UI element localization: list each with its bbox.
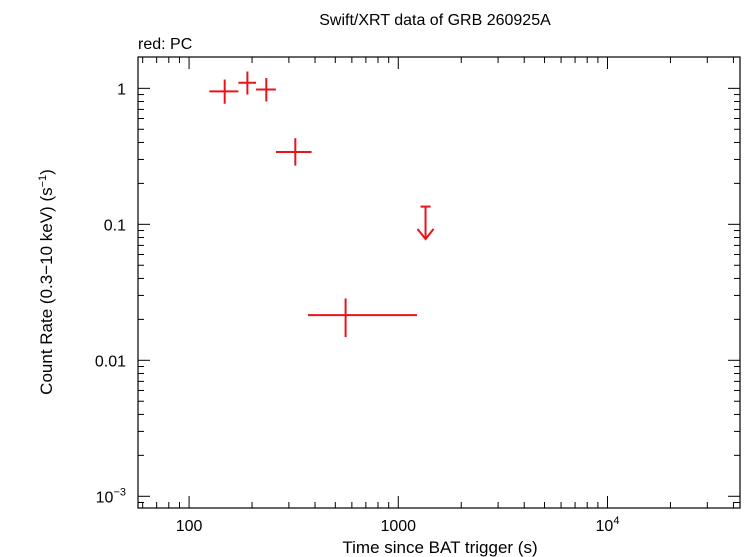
- upper-limit-arrowhead: [416, 228, 435, 241]
- x-tick-label: 100: [176, 518, 203, 535]
- upper-limit: [416, 205, 435, 241]
- tick-labels: 100 1000 104 1 0.1 0.01 10−3: [95, 81, 620, 535]
- data-point: [238, 71, 257, 95]
- y-tick-label: 1: [117, 81, 126, 98]
- y-tick-label: 0.1: [104, 217, 126, 234]
- axis-ticks: [138, 57, 740, 508]
- y-tick-label: 0.01: [95, 353, 126, 370]
- data-point: [209, 79, 239, 104]
- chart-subtitle: red: PC: [138, 36, 192, 53]
- data-point: [275, 138, 312, 166]
- x-tick-label: 1000: [380, 518, 416, 535]
- data-points: [209, 71, 435, 338]
- data-point: [256, 78, 276, 102]
- y-tick-label: 10−3: [96, 486, 126, 506]
- plot-frame: [137, 56, 741, 509]
- y-axis-label: Count Rate (0.3−10 keV) (s−1): [37, 169, 56, 395]
- x-tick-label: 104: [596, 515, 620, 535]
- x-axis-label: Time since BAT trigger (s): [342, 538, 537, 557]
- chart-title: Swift/XRT data of GRB 260925A: [319, 12, 551, 29]
- data-point: [307, 298, 418, 338]
